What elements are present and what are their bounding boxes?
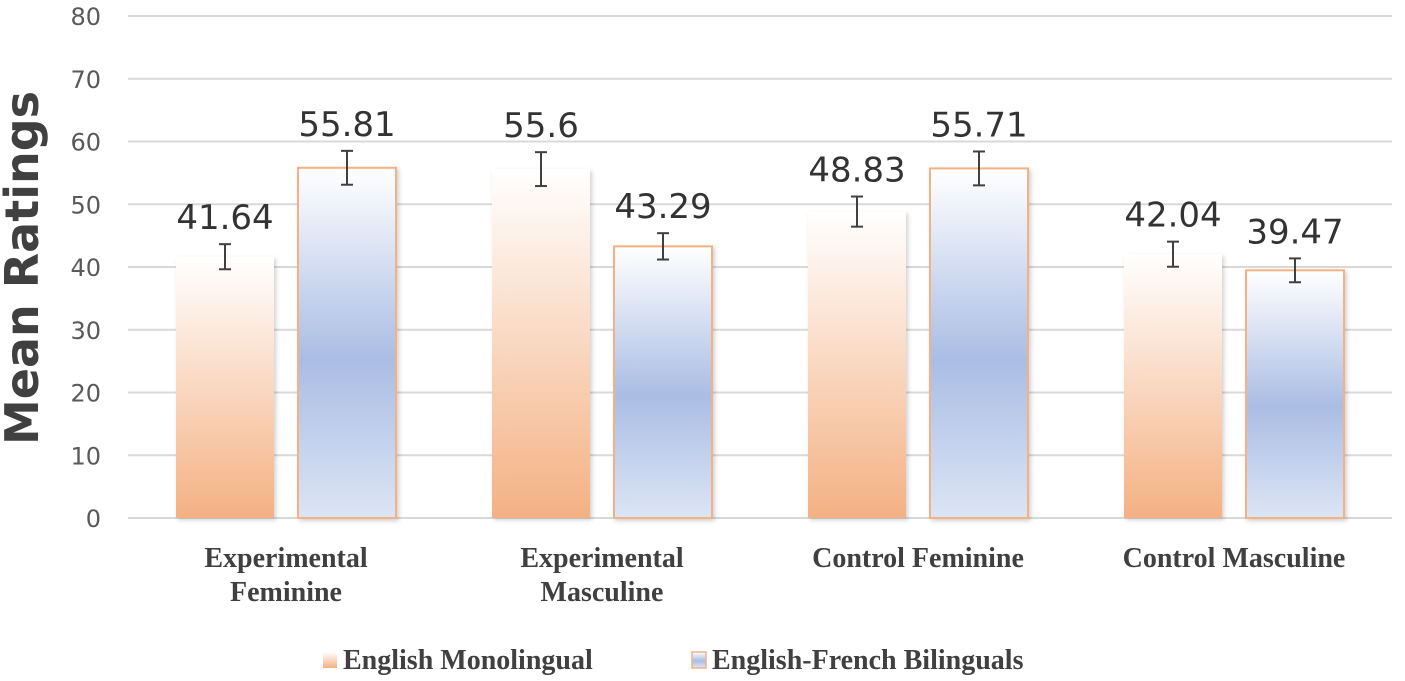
bar (613, 245, 713, 519)
y-tick-label: 80 (70, 3, 101, 31)
bar (297, 166, 397, 520)
y-tick-label: 50 (70, 191, 101, 219)
data-label: 55.6 (503, 106, 579, 146)
data-label: 43.29 (614, 187, 711, 227)
bar (1245, 269, 1345, 519)
x-tick-label-line: Experimental (204, 543, 368, 574)
y-axis-ticks: 0 10 20 30 40 50 60 70 80 (70, 3, 101, 533)
y-tick-label: 20 (70, 380, 101, 408)
y-tick-label: 40 (70, 254, 101, 282)
bar (929, 167, 1029, 520)
legend-label: English Monolingual (343, 645, 593, 676)
legend-swatch (691, 651, 707, 669)
data-label: 41.64 (176, 198, 273, 238)
y-tick-label: 60 (70, 129, 101, 157)
bar (1124, 254, 1222, 518)
x-tick-label: Control Feminine (812, 543, 1024, 574)
data-label: 55.71 (930, 105, 1027, 145)
bars (176, 166, 1345, 520)
data-label: 48.83 (808, 151, 905, 191)
x-tick-label-line: Experimental (520, 543, 684, 574)
error-bars (219, 149, 1301, 284)
legend-swatch (323, 652, 337, 668)
bar (176, 256, 274, 518)
x-tick-label-line: Control Masculine (1123, 543, 1346, 574)
x-tick-label: Control Masculine (1123, 543, 1346, 574)
data-label: 39.47 (1246, 212, 1343, 252)
legend-label: English-French Bilinguals (712, 645, 1024, 676)
x-tick-label: Experimental Masculine (520, 543, 684, 608)
y-tick-label: 0 (86, 505, 101, 533)
data-labels: 41.64 55.81 55.6 43.29 48.83 55.71 42.04 39.47 (176, 105, 1343, 253)
bar (808, 211, 906, 519)
y-tick-label: 30 (70, 317, 101, 345)
x-tick-label: Experimental Feminine (204, 543, 368, 608)
bar (492, 169, 590, 519)
x-tick-label-line: Masculine (541, 577, 664, 608)
x-tick-label-line: Feminine (230, 577, 342, 608)
y-axis-label: Mean Ratings (0, 91, 49, 445)
legend: English Monolingual English-French Biling… (323, 645, 1024, 676)
y-tick-label: 70 (70, 66, 101, 94)
data-label: 42.04 (1124, 196, 1221, 236)
data-label: 55.81 (298, 105, 395, 145)
x-tick-label-line: Control Feminine (812, 543, 1024, 574)
y-tick-label: 10 (70, 442, 101, 470)
